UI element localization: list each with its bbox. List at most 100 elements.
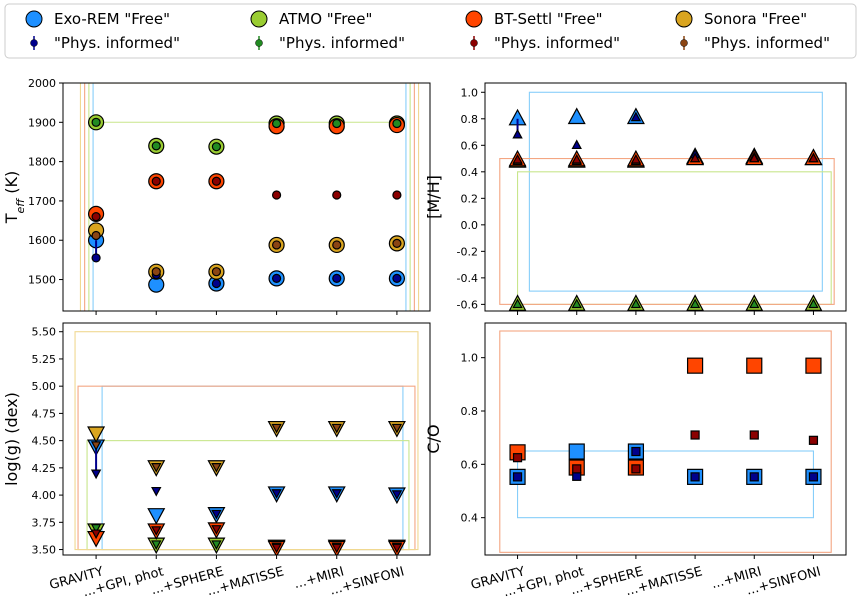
ytick-label: -0.6	[457, 298, 478, 311]
chart-panel: -0.6 -0.4 -0.2 0.0 0.2 0.4 0.6 0.8 1.0 [M/H]	[424, 82, 847, 315]
phys-point	[211, 525, 222, 535]
phys-point	[808, 152, 819, 163]
axes-frame	[484, 82, 847, 312]
phys-point	[512, 453, 523, 463]
phys-point	[391, 423, 403, 434]
phys-point	[211, 509, 222, 520]
ytick-label: 5.25	[32, 353, 57, 366]
phys-point	[211, 267, 222, 277]
phys-point	[271, 273, 282, 283]
legend-label: Sonora "Free"	[704, 10, 807, 28]
ytick-label: -0.4	[457, 272, 478, 285]
chart-panel: 1500 1600 1700 1800 1900 2000 Teff (K)	[2, 77, 431, 315]
phys-point	[392, 190, 402, 200]
phys-point	[331, 489, 342, 499]
phys-point	[512, 128, 523, 139]
legend-marker	[250, 10, 268, 28]
phys-point	[271, 543, 282, 554]
panels: 1500 1600 1700 1800 1900 2000 Teff (K) -0.6 -0.4…	[2, 77, 847, 600]
phys-point	[391, 543, 403, 554]
phys-point	[512, 472, 523, 482]
prior-box	[77, 385, 416, 551]
phys-point	[512, 154, 523, 164]
phys-point	[271, 423, 282, 434]
ytick-label: 4.00	[32, 489, 57, 502]
ytick-label: 0.6	[461, 458, 479, 471]
prior-box	[516, 171, 832, 305]
prior-box	[88, 83, 411, 311]
phys-point	[332, 240, 342, 250]
ytick-label: 1.0	[461, 86, 479, 99]
phys-point	[211, 278, 222, 289]
ytick-label: 1500	[28, 274, 56, 287]
phys-point	[151, 540, 162, 550]
prior-box	[79, 83, 420, 311]
phys-point	[749, 152, 760, 163]
ytick-label: 5.50	[32, 326, 57, 339]
legend-entry: "Phys. informed"	[470, 34, 620, 52]
phys-point	[91, 117, 101, 127]
phys-point	[90, 441, 102, 451]
ytick-label: 0.0	[461, 219, 479, 232]
phys-point	[90, 469, 102, 480]
phys-point	[391, 490, 403, 500]
phys-point	[630, 154, 642, 164]
legend-entry: Exo-REM "Free"	[25, 10, 170, 28]
phys-point	[211, 176, 222, 186]
ytick-label: 0.8	[461, 113, 479, 126]
phys-point	[151, 176, 161, 186]
phys-point	[808, 298, 819, 309]
prior-box	[86, 440, 410, 551]
legend-entry: "Phys. informed"	[680, 34, 830, 52]
ylabel: log(g) (dex)	[2, 392, 21, 486]
ytick-label: 1.0	[461, 352, 479, 365]
ytick-label: 1700	[28, 195, 56, 208]
legend-marker	[255, 39, 263, 47]
phys-point	[151, 486, 162, 497]
phys-point	[271, 190, 282, 200]
prior-box	[92, 83, 407, 311]
legend-label: BT-Settl "Free"	[494, 10, 603, 28]
phys-point	[571, 154, 582, 164]
phys-point	[151, 141, 161, 151]
phys-point	[749, 430, 759, 440]
free-point	[568, 443, 585, 460]
prior-box	[499, 158, 835, 305]
ytick-label: 0.4	[461, 166, 479, 179]
free-point	[567, 107, 586, 125]
free-point	[805, 357, 822, 374]
phys-point	[690, 430, 700, 440]
phys-point	[808, 435, 819, 445]
ytick-label: 1900	[28, 116, 56, 129]
phys-point	[808, 472, 819, 482]
phys-point	[392, 273, 402, 283]
phys-point	[91, 253, 101, 263]
legend-entry: "Phys. informed"	[30, 34, 180, 52]
legend-marker	[465, 10, 483, 28]
phys-point	[392, 238, 402, 248]
phys-point	[91, 212, 101, 222]
phys-point	[90, 524, 102, 534]
ylabel: C/O	[424, 424, 443, 453]
phys-point	[271, 489, 282, 499]
phys-point	[749, 298, 760, 309]
phys-point	[151, 267, 161, 277]
free-point	[87, 426, 106, 444]
phys-point	[572, 464, 582, 474]
prior-box	[516, 450, 815, 519]
ytick-label: 2000	[28, 77, 56, 90]
phys-point	[631, 464, 641, 474]
phys-point	[211, 540, 222, 550]
legend-marker	[470, 39, 478, 47]
phys-point	[151, 463, 162, 473]
prior-box	[101, 385, 404, 551]
prior-box	[84, 83, 415, 311]
legend-marker	[680, 39, 688, 47]
axes-frame	[62, 322, 431, 556]
phys-point	[689, 298, 701, 309]
legend-marker	[25, 10, 43, 28]
phys-point	[571, 139, 582, 150]
phys-point	[211, 142, 222, 152]
chart-panel: 3.503.754.004.254.504.755.005.255.50GRAV…	[2, 322, 431, 600]
